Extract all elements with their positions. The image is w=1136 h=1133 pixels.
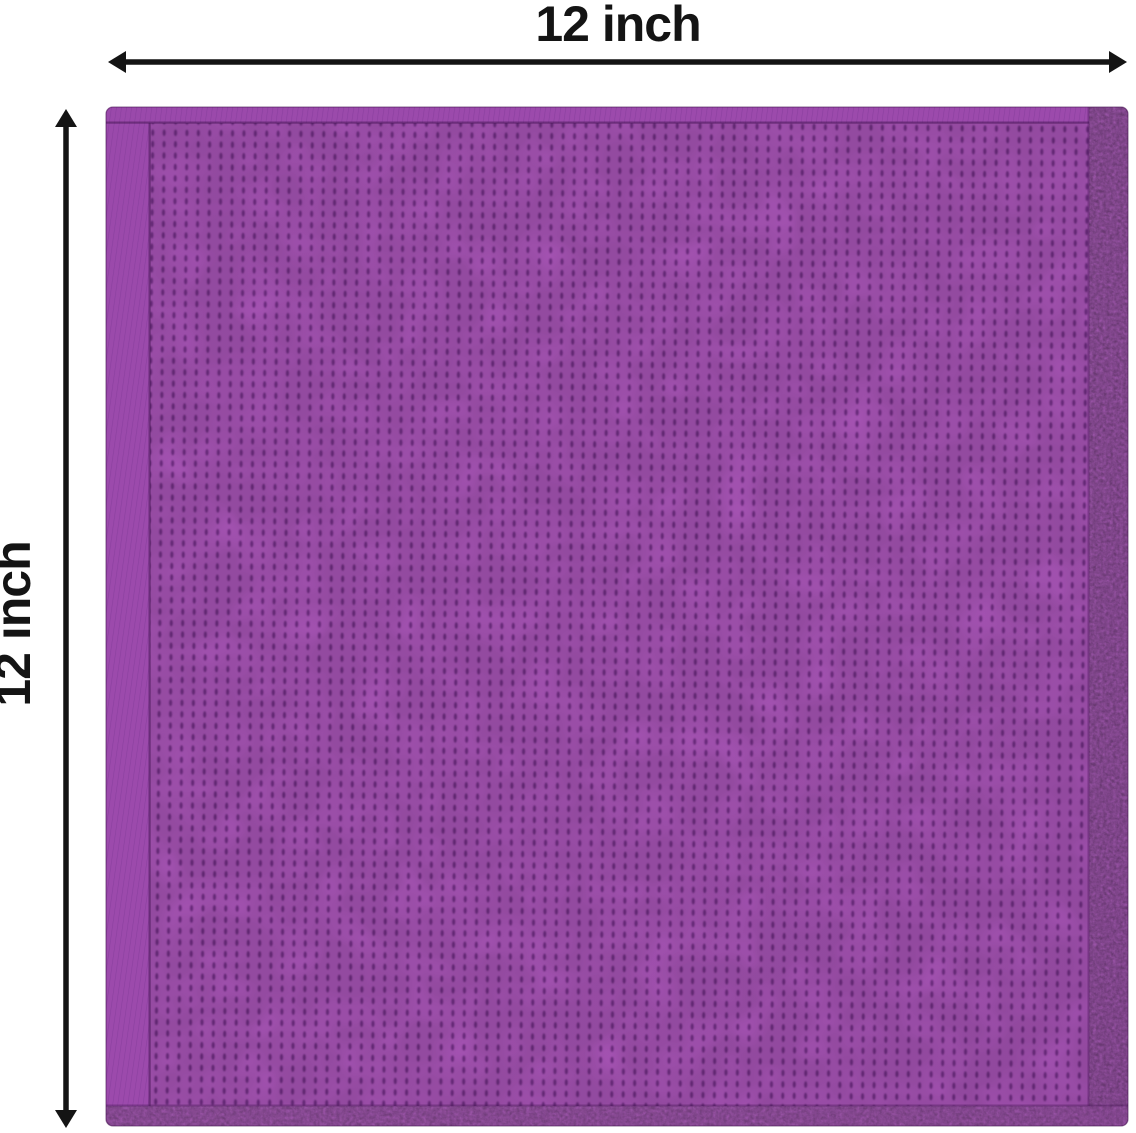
svg-text:12 inch: 12 inch xyxy=(0,541,41,706)
svg-text:12 inch: 12 inch xyxy=(535,0,700,52)
